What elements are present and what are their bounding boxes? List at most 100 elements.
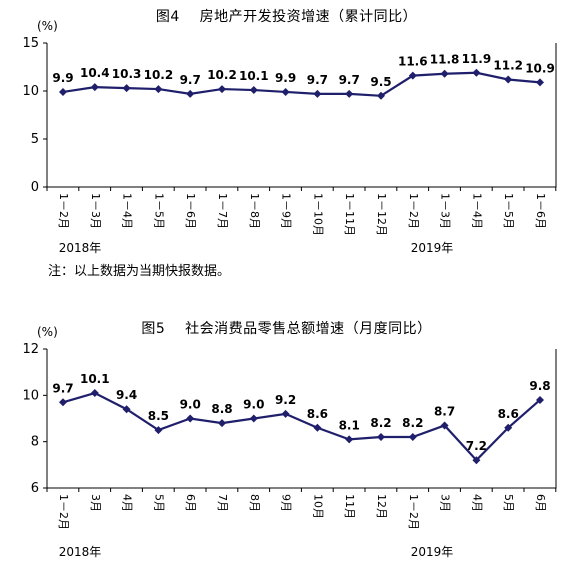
data-label: 8.8 <box>211 402 232 416</box>
data-label: 8.2 <box>402 416 423 430</box>
data-point <box>249 86 258 95</box>
x-tick-label: 1－8月 <box>248 193 261 229</box>
x-tick-label: 1－4月 <box>470 193 483 229</box>
x-tick-label: 1－11月 <box>343 193 356 236</box>
data-label: 9.7 <box>339 73 360 87</box>
data-label: 11.8 <box>430 53 460 67</box>
data-label: 8.1 <box>339 418 360 432</box>
plot-frame <box>46 349 557 489</box>
x-tick-label: 1－4月 <box>121 193 134 229</box>
year-label: 2019年 <box>411 241 454 255</box>
chart-svg: 6 8 10 12 (%) 1－2月 3月 4月 5月 6月 7月 8月 9月 10月 11月 12月 1－2月… <box>22 325 557 559</box>
data-label: 9.8 <box>529 379 550 393</box>
x-tick-label: 1－5月 <box>502 193 515 229</box>
chart-title: 图4 房地产开发投资增速（累计同比） <box>155 9 418 25</box>
data-point <box>313 423 322 432</box>
data-point <box>59 398 67 407</box>
y-tick-label: 10 <box>22 84 39 99</box>
data-label: 8.6 <box>498 407 519 421</box>
data-point <box>313 89 322 98</box>
y-tick-label: 15 <box>22 36 39 51</box>
data-label: 10.4 <box>80 66 110 80</box>
data-label: 9.7 <box>52 381 73 395</box>
data-point <box>218 419 226 428</box>
x-tick-label: 9月 <box>280 494 293 512</box>
data-point <box>472 68 481 77</box>
data-point <box>281 87 290 96</box>
data-label: 10.1 <box>239 69 269 83</box>
x-tick-label: 8月 <box>248 494 261 512</box>
data-label: 10.2 <box>144 68 174 82</box>
data-point <box>408 71 417 80</box>
data-point <box>408 433 417 442</box>
year-label: 2019年 <box>411 545 454 559</box>
x-tick-label: 1－2月 <box>407 193 420 229</box>
chart-investment-growth: 图4 房地产开发投资增速（累计同比） 0 5 10 15 (%) 1－2月 1－3月 1－4月… <box>22 9 557 279</box>
data-point <box>218 85 226 94</box>
data-label: 8.7 <box>434 404 455 418</box>
x-tick-label: 1－6月 <box>534 193 547 229</box>
data-label: 9.2 <box>275 393 296 407</box>
y-unit-label: (%) <box>37 19 58 33</box>
data-point <box>504 75 513 84</box>
data-point <box>59 87 67 96</box>
data-label: 9.0 <box>180 398 201 412</box>
data-point <box>377 433 385 442</box>
chart-retail-sales-growth: 图5 社会消费品零售总额增速（月度同比） 6 8 10 12 (%) 1－2月 3月 4月 5月… <box>0 310 573 567</box>
data-point <box>90 83 99 92</box>
data-label: 11.2 <box>493 58 523 72</box>
data-point <box>154 85 163 94</box>
data-label: 10.3 <box>112 67 142 81</box>
x-tick-label: 6月 <box>534 494 547 512</box>
x-tick-label: 5月 <box>502 494 515 512</box>
x-tick-label: 11月 <box>343 494 356 519</box>
data-label: 11.6 <box>398 55 428 69</box>
data-point <box>281 409 290 418</box>
series-line <box>62 391 541 462</box>
x-tick-label: 1－7月 <box>216 193 229 229</box>
data-label: 9.7 <box>180 73 201 87</box>
data-point <box>472 456 481 465</box>
x-tick-label: 3月 <box>89 494 102 512</box>
x-tick-label: 4月 <box>470 494 483 512</box>
data-label: 10.9 <box>525 61 555 75</box>
x-tick-label: 1－3月 <box>89 193 102 229</box>
data-point <box>345 89 354 98</box>
x-tick-label: 5月 <box>152 494 165 512</box>
x-tick-label: 1－6月 <box>184 193 197 229</box>
data-point <box>186 414 195 423</box>
data-label: 8.5 <box>148 409 169 423</box>
data-label: 10.1 <box>80 372 110 386</box>
data-point <box>122 405 131 414</box>
y-tick-label: 8 <box>31 435 39 450</box>
data-label: 8.6 <box>307 407 328 421</box>
data-label: 11.9 <box>462 52 492 66</box>
data-point <box>345 435 354 444</box>
data-label: 9.5 <box>370 75 391 89</box>
data-point <box>154 426 163 435</box>
year-label: 2018年 <box>59 241 102 255</box>
data-point <box>440 421 449 430</box>
data-point <box>504 423 513 432</box>
x-tick-label: 12月 <box>375 494 388 519</box>
series-line <box>62 71 541 97</box>
data-point <box>536 395 544 404</box>
data-point <box>536 78 544 87</box>
data-label: 9.7 <box>307 73 328 87</box>
x-tick-label: 4月 <box>121 494 134 512</box>
x-tick-label: 10月 <box>311 494 324 519</box>
chart-title: 图5 社会消费品零售总额增速（月度同比） <box>141 321 432 337</box>
year-label: 2018年 <box>59 545 102 559</box>
chart-note: 注：以上数据为当期快报数据。 <box>48 264 231 279</box>
y-tick-label: 12 <box>22 342 39 357</box>
y-tick-label: 0 <box>31 180 39 195</box>
data-label: 8.2 <box>370 416 391 430</box>
data-label: 9.0 <box>243 398 264 412</box>
x-tick-label: 1－2月 <box>407 494 420 530</box>
data-point <box>440 69 449 78</box>
data-point <box>186 89 195 98</box>
data-label: 9.9 <box>275 71 296 85</box>
x-tick-label: 1－10月 <box>311 193 324 236</box>
data-point <box>249 414 258 423</box>
x-tick-label: 1－2月 <box>57 494 70 530</box>
